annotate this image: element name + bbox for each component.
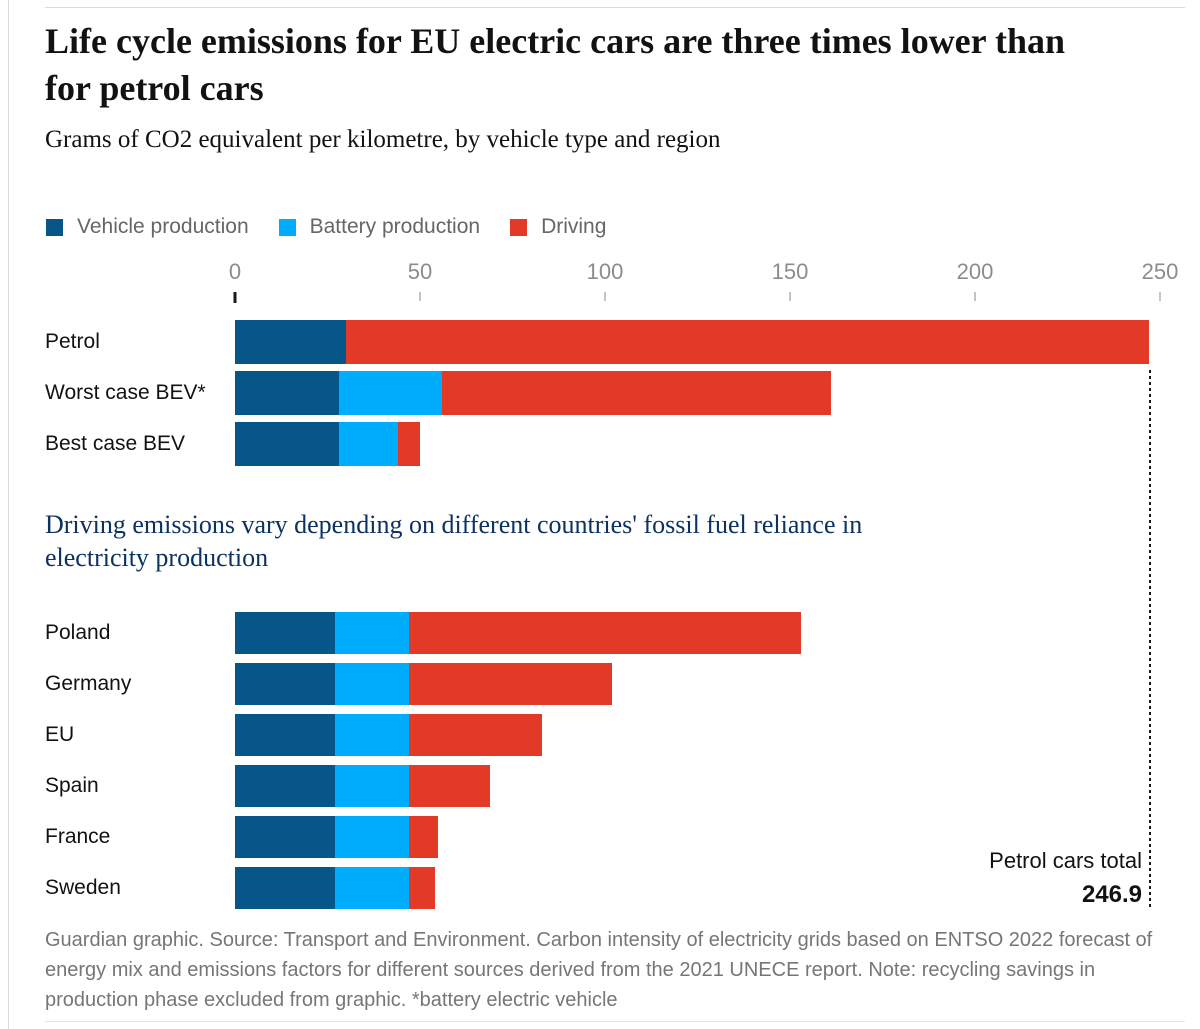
bottom-divider-rule: [45, 1021, 1185, 1022]
row-label-sweden: Sweden: [45, 876, 121, 899]
bar-segment-driving: [442, 371, 831, 415]
x-axis-tick-mark-50: [419, 292, 421, 301]
x-axis-tick-mark-150: [789, 292, 791, 301]
petrol-total-value: 246.9: [1081, 880, 1142, 908]
top-divider-rule: [45, 7, 1185, 8]
bar-segment-driving: [408, 867, 435, 909]
stacked-bar-germany: [235, 663, 613, 705]
section-heading: Driving emissions vary depending on diff…: [45, 510, 863, 573]
bar-segment-battery-production: [334, 867, 409, 909]
chart-legend: Vehicle production Battery production Driv…: [46, 215, 606, 239]
source-footnote: Guardian graphic. Source: Transport and …: [45, 929, 1153, 1011]
x-axis-tick-label-100: 100: [586, 259, 624, 284]
bar-segment-battery-production: [334, 816, 409, 858]
x-axis-tick-label-150: 150: [771, 259, 809, 284]
chart-row-best-case-bev: Best case BEV: [45, 422, 1170, 466]
page-title: Life cycle emissions for EU electric car…: [45, 21, 1066, 108]
chart-group-region: Poland Germany EU Spain France Sweden: [45, 612, 1170, 918]
stacked-bar-sweden: [235, 867, 435, 909]
stacked-bar-poland: [235, 612, 802, 654]
legend-item-battery-production: Battery production: [278, 215, 481, 239]
row-label-worst-case-bev: Worst case BEV*: [45, 381, 206, 404]
bar-segment-battery-production: [334, 663, 409, 705]
chart-row-spain: Spain: [45, 765, 1170, 807]
row-label-poland: Poland: [45, 621, 111, 644]
chart-row-petrol: Petrol: [45, 320, 1170, 364]
bar-segment-vehicle-production: [235, 371, 339, 415]
x-axis-tick-label-50: 50: [407, 259, 433, 284]
bar-segment-driving: [408, 714, 543, 756]
bar-segment-battery-production: [338, 371, 443, 415]
row-label-petrol: Petrol: [45, 330, 100, 353]
bar-segment-vehicle-production: [235, 765, 335, 807]
bar-segment-driving: [408, 663, 613, 705]
x-axis-tick-label-0: 0: [228, 259, 242, 284]
stacked-bar-best-case-bev: [235, 422, 420, 466]
row-label-germany: Germany: [45, 672, 132, 695]
petrol-total-annotation: Petrol cars total 246.9: [989, 847, 1142, 910]
petrol-total-reference-line: [1148, 370, 1151, 908]
petrol-total-label: Petrol cars total: [989, 848, 1142, 873]
legend-item-vehicle-production: Vehicle production: [46, 215, 249, 239]
row-label-best-case-bev: Best case BEV: [45, 432, 186, 455]
legend-label: Driving: [541, 215, 607, 238]
x-axis-tick-mark-0: [233, 292, 237, 303]
row-label-france: France: [45, 825, 111, 848]
chart-group-vehicle-type: Petrol Worst case BEV* Best case BEV: [45, 320, 1170, 473]
bar-segment-vehicle-production: [235, 422, 339, 466]
chart-row-france: France: [45, 816, 1170, 858]
bar-segment-vehicle-production: [235, 816, 335, 858]
bar-segment-driving: [408, 816, 439, 858]
bar-segment-vehicle-production: [235, 612, 335, 654]
x-axis-tick-mark-200: [974, 292, 976, 301]
row-label-eu: EU: [45, 723, 75, 746]
legend-swatch-icon: [278, 218, 296, 236]
chart-row-germany: Germany: [45, 663, 1170, 705]
bar-segment-vehicle-production: [235, 663, 335, 705]
chart-row-worst-case-bev: Worst case BEV*: [45, 371, 1170, 415]
legend-swatch-icon: [510, 218, 528, 236]
bar-segment-battery-production: [334, 612, 409, 654]
bar-segment-vehicle-production: [235, 320, 346, 364]
chart-row-sweden: Sweden: [45, 867, 1170, 909]
x-axis-tick-label-200: 200: [956, 259, 994, 284]
bar-segment-driving: [346, 320, 1149, 364]
chart-row-eu: EU: [45, 714, 1170, 756]
legend-item-driving: Driving: [510, 215, 606, 239]
x-axis: 0 50 100 150 200 250: [45, 259, 1178, 307]
x-axis-tick-label-250: 250: [1141, 259, 1179, 284]
stacked-bar-petrol: [235, 320, 1149, 364]
chart-row-poland: Poland: [45, 612, 1170, 654]
left-border-rule: [8, 0, 9, 1029]
bar-segment-battery-production: [338, 422, 398, 466]
bar-segment-vehicle-production: [235, 714, 335, 756]
bar-segment-driving: [408, 612, 802, 654]
chart-subtitle: Grams of CO2 equivalent per kilometre, b…: [45, 126, 721, 153]
bar-segment-driving: [408, 765, 491, 807]
bar-segment-battery-production: [334, 765, 409, 807]
x-axis-tick-mark-250: [1159, 292, 1161, 301]
legend-label: Vehicle production: [77, 215, 249, 238]
legend-label: Battery production: [309, 215, 481, 238]
stacked-bar-worst-case-bev: [235, 371, 831, 415]
bar-segment-vehicle-production: [235, 867, 335, 909]
stacked-bar-france: [235, 816, 439, 858]
stacked-bar-spain: [235, 765, 491, 807]
row-label-spain: Spain: [45, 774, 99, 797]
bar-segment-driving: [397, 422, 420, 466]
stacked-bar-eu: [235, 714, 543, 756]
bar-segment-battery-production: [334, 714, 409, 756]
legend-swatch-icon: [46, 218, 63, 236]
x-axis-tick-mark-100: [604, 292, 606, 301]
